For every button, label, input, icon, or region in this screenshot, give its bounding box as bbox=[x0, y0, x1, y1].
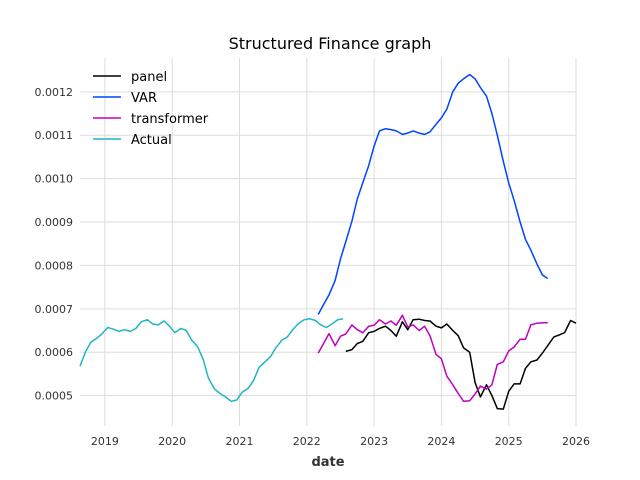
y-tick-label: 0.0007 bbox=[35, 303, 74, 316]
series-line-transformer bbox=[317, 314, 548, 403]
legend: panel VAR transformer Actual bbox=[93, 70, 209, 148]
x-tick-label: 2026 bbox=[562, 435, 590, 448]
series-line-panel bbox=[345, 318, 577, 410]
y-tick-labels: 0.0005 0.0006 0.0007 0.0008 0.0009 0.0010 0.00… bbox=[35, 86, 74, 403]
x-tick-label: 2025 bbox=[495, 435, 523, 448]
x-axis-title: date bbox=[311, 455, 344, 470]
x-tick-labels: 2019 2020 2021 2022 2023 2024 2025 2026 bbox=[91, 435, 590, 448]
y-tick-label: 0.0012 bbox=[35, 86, 74, 99]
x-tick-label: 2022 bbox=[293, 435, 321, 448]
y-tick-label: 0.0010 bbox=[35, 173, 74, 186]
legend-label-panel: panel bbox=[131, 70, 167, 85]
legend-label-actual: Actual bbox=[131, 133, 172, 148]
legend-label-transformer: transformer bbox=[131, 112, 209, 127]
y-tick-label: 0.0006 bbox=[35, 346, 74, 359]
series-line-actual bbox=[79, 318, 344, 403]
x-tick-label: 2024 bbox=[427, 435, 455, 448]
y-tick-label: 0.0009 bbox=[35, 216, 74, 229]
y-tick-label: 0.0011 bbox=[35, 129, 74, 142]
x-tick-label: 2020 bbox=[158, 435, 186, 448]
y-tick-label: 0.0005 bbox=[35, 390, 74, 403]
series-line-var bbox=[317, 73, 549, 315]
chart-title: Structured Finance graph bbox=[229, 34, 432, 53]
legend-label-var: VAR bbox=[131, 91, 157, 106]
y-tick-label: 0.0008 bbox=[35, 259, 74, 272]
x-tick-label: 2019 bbox=[91, 435, 119, 448]
x-tick-label: 2021 bbox=[226, 435, 254, 448]
series-lines bbox=[79, 73, 577, 410]
x-tick-label: 2023 bbox=[360, 435, 388, 448]
grid bbox=[80, 58, 577, 426]
